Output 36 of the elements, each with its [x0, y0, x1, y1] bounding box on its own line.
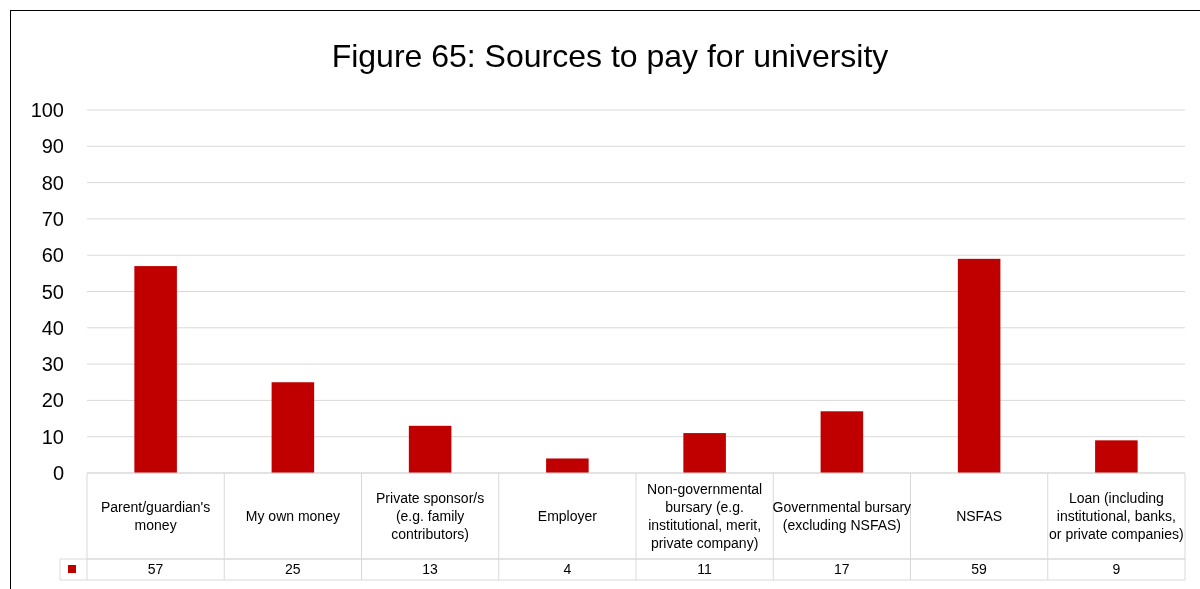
data-label: 25 — [285, 561, 301, 578]
x-tick-label: Employer — [537, 507, 598, 524]
x-tick-label: Loan (including institutional, banks, or private companies) — [1049, 489, 1184, 542]
y-tick-label: 80 — [41, 171, 64, 194]
bar — [134, 266, 177, 473]
y-tick-label: 20 — [41, 389, 64, 412]
x-tick-label: My own money — [245, 507, 340, 524]
y-tick-label: 0 — [52, 462, 64, 484]
x-tick-label: Governmental bursary (excluding NSFAS) — [772, 498, 912, 533]
x-tick-label: NSFAS — [956, 507, 1003, 524]
x-tick-label: Non-governmental bursary (e.g. institutional, merit, private company) — [647, 480, 763, 551]
y-tick-label: 30 — [41, 353, 64, 376]
y-tick-label: 100 — [30, 99, 64, 121]
data-label: 4 — [563, 561, 572, 578]
x-tick-label: Parent/guardian's money — [100, 498, 211, 533]
bar — [820, 411, 864, 473]
data-label: 9 — [1112, 561, 1121, 578]
bar — [271, 382, 315, 473]
y-tick-label: 70 — [41, 207, 64, 230]
bar — [546, 458, 589, 473]
y-tick-label: 40 — [41, 316, 64, 339]
bar — [1095, 440, 1138, 473]
y-tick-label: 60 — [41, 244, 64, 267]
data-label: 11 — [697, 561, 713, 578]
data-label: 57 — [147, 561, 164, 578]
chart-title: Figure 65: Sources to pay for university — [331, 38, 889, 74]
data-label: 59 — [971, 561, 988, 578]
y-tick-label: 90 — [41, 135, 64, 158]
y-tick-label: 10 — [41, 425, 64, 448]
data-label: 17 — [834, 561, 850, 578]
bar — [408, 425, 452, 473]
bar — [957, 258, 1001, 473]
data-label: 13 — [422, 561, 439, 578]
y-tick-label: 50 — [41, 280, 64, 303]
bar — [683, 433, 726, 473]
x-tick-label: Private sponsor/s (e.g. family contributors) — [376, 489, 485, 542]
